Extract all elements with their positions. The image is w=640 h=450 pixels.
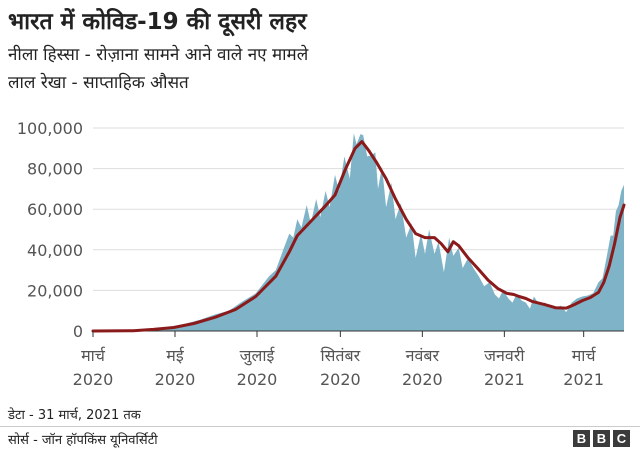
x-tick-label-year: 2020 — [237, 370, 278, 389]
daily-cases-area — [93, 133, 624, 331]
data-note: डेटा - 31 मार्च, 2021 तक — [8, 408, 141, 423]
subtitle-blue-area: नीला हिस्सा - रोज़ाना सामने आने वाले नए … — [8, 45, 309, 65]
x-tick-label-month: नवंबर — [406, 346, 440, 365]
chart-title: भारत में कोविड-19 की दूसरी लहर — [8, 9, 307, 35]
subtitle-red-line: लाल रेखा - साप्ताहिक औसत — [8, 73, 189, 93]
x-tick-label-month: सितंबर — [320, 346, 360, 365]
logo-letter: B — [573, 430, 590, 447]
y-tick-label: 60,000 — [27, 200, 83, 219]
logo-letter: B — [593, 430, 610, 447]
y-tick-label: 20,000 — [27, 281, 83, 300]
x-tick-label-year: 2020 — [402, 370, 443, 389]
x-tick-label-month: मार्च — [572, 346, 597, 365]
x-tick-label-year: 2020 — [73, 370, 114, 389]
footer-divider — [0, 426, 640, 427]
y-tick-label: 80,000 — [27, 160, 83, 179]
chart-svg: 0 20,000 40,000 60,000 80,000 100,000 मार्च 202… — [17, 119, 626, 389]
x-tick-label-year: 2021 — [563, 370, 604, 389]
source-note: सोर्स - जॉन हॉपकिंस यूनिवर्सिटी — [8, 433, 158, 448]
x-tick-label-month: मार्च — [81, 346, 106, 365]
y-tick-label: 0 — [73, 322, 83, 341]
y-tick-label: 100,000 — [17, 119, 83, 138]
weekly-average-line — [91, 140, 626, 333]
x-tick-label-month: जुलाई — [240, 346, 276, 366]
x-tick-label-month: मई — [166, 346, 185, 365]
logo-letter: C — [613, 430, 630, 447]
x-tick-label-year: 2021 — [484, 370, 525, 389]
y-tick-label: 40,000 — [27, 241, 83, 260]
x-tick-label-year: 2020 — [320, 370, 361, 389]
bbc-logo: B B C — [573, 430, 630, 447]
x-tick-label-year: 2020 — [155, 370, 196, 389]
x-tick-label-month: जनवरी — [484, 346, 525, 365]
